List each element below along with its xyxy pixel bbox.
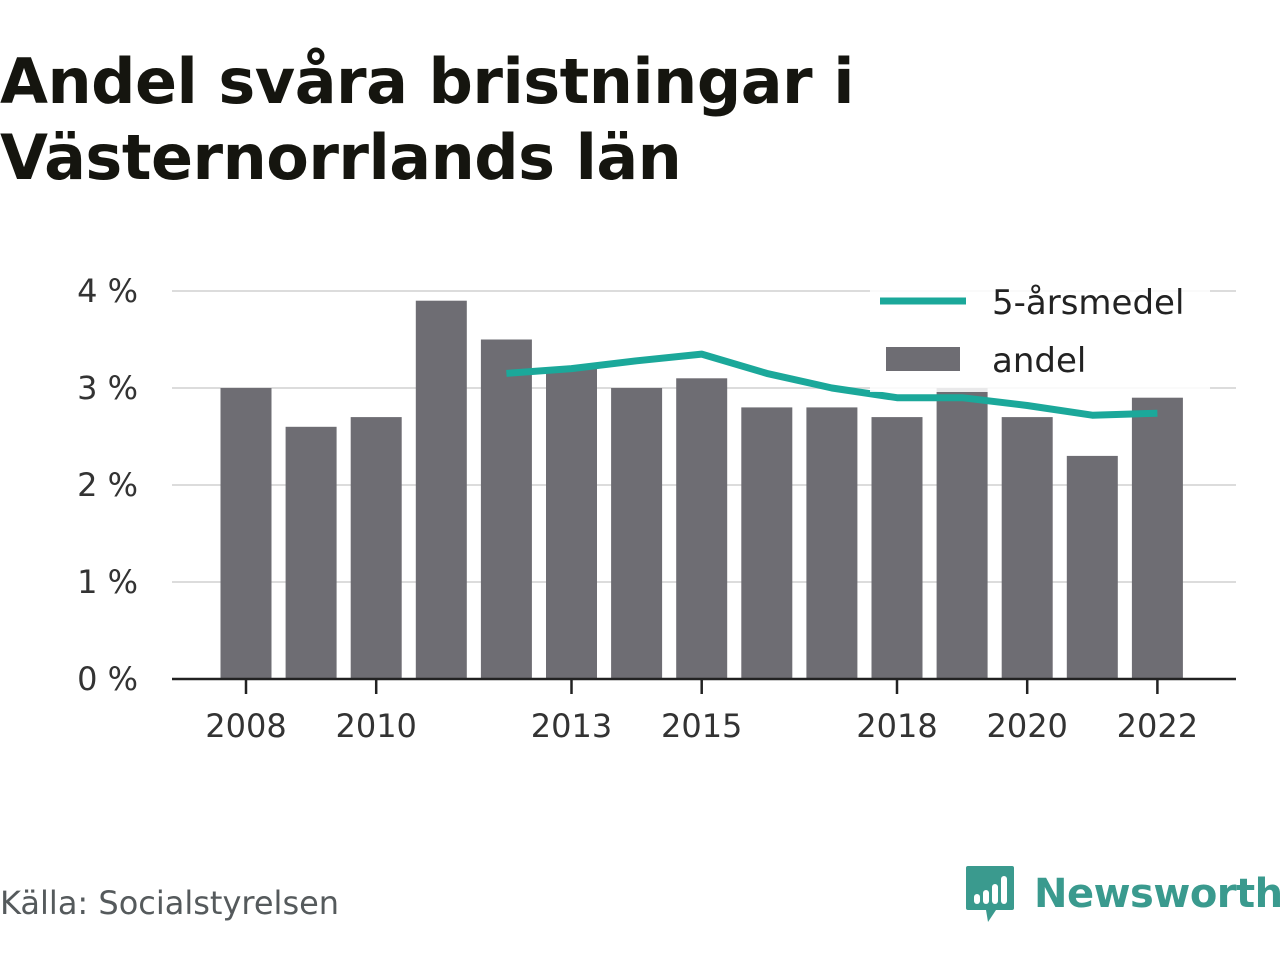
bar <box>285 426 337 679</box>
bar <box>546 368 597 679</box>
bar <box>611 388 663 679</box>
bar <box>415 300 467 679</box>
brand-logo: Newsworthy <box>964 864 1280 924</box>
x-tick-label: 2013 <box>531 707 612 745</box>
newsworthy-logo-icon <box>966 866 1014 922</box>
axes: 0 % 1 % 2 % 3 % 4 % 2008 2010 2013 2015 2018 2020 2… <box>77 272 1236 745</box>
x-tick-label: 2020 <box>986 707 1067 745</box>
y-tick-label: 0 % <box>77 660 138 698</box>
chart-title: Andel svåra bristningar i Västernorrland… <box>0 44 1000 196</box>
series-line-5-arsmedel <box>506 350 1158 419</box>
y-tick-label: 3 % <box>77 369 138 407</box>
x-tick-label: 2008 <box>205 707 286 745</box>
y-tick-label: 1 % <box>77 563 138 601</box>
legend-label-5-arsmedel: 5-årsmedel <box>992 283 1184 323</box>
y-tick-label: 4 % <box>77 272 138 310</box>
legend-background <box>870 276 1210 392</box>
bar <box>1001 417 1053 679</box>
bar <box>936 388 988 679</box>
bar <box>676 378 728 679</box>
x-tick-label: 2018 <box>856 707 937 745</box>
bar <box>1066 455 1118 679</box>
bar <box>1131 397 1183 679</box>
chart-title-line-1: Andel svåra bristningar i <box>0 45 854 118</box>
bar <box>871 417 923 679</box>
brand-name: Newsworthy <box>1034 871 1280 917</box>
x-tick-label: 2015 <box>661 707 742 745</box>
x-tick-label: 2022 <box>1117 707 1198 745</box>
y-tick-label: 2 % <box>77 466 138 504</box>
bar <box>220 388 272 679</box>
bar <box>350 417 402 679</box>
bar <box>480 339 532 679</box>
chart-title-line-2: Västernorrlands län <box>0 121 682 194</box>
bars <box>220 300 1183 679</box>
bar <box>741 407 793 679</box>
x-tick-label: 2010 <box>335 707 416 745</box>
legend-label-andel: andel <box>992 341 1086 381</box>
bar-line-chart: 0 % 1 % 2 % 3 % 4 % 2008 2010 2013 2015 2018 2020 2… <box>77 272 1236 745</box>
bar <box>806 407 858 679</box>
source-note: Källa: Socialstyrelsen <box>0 884 340 922</box>
legend: 5-årsmedel andel <box>870 276 1210 392</box>
legend-bar-swatch <box>886 347 960 371</box>
average-line <box>506 350 1158 419</box>
